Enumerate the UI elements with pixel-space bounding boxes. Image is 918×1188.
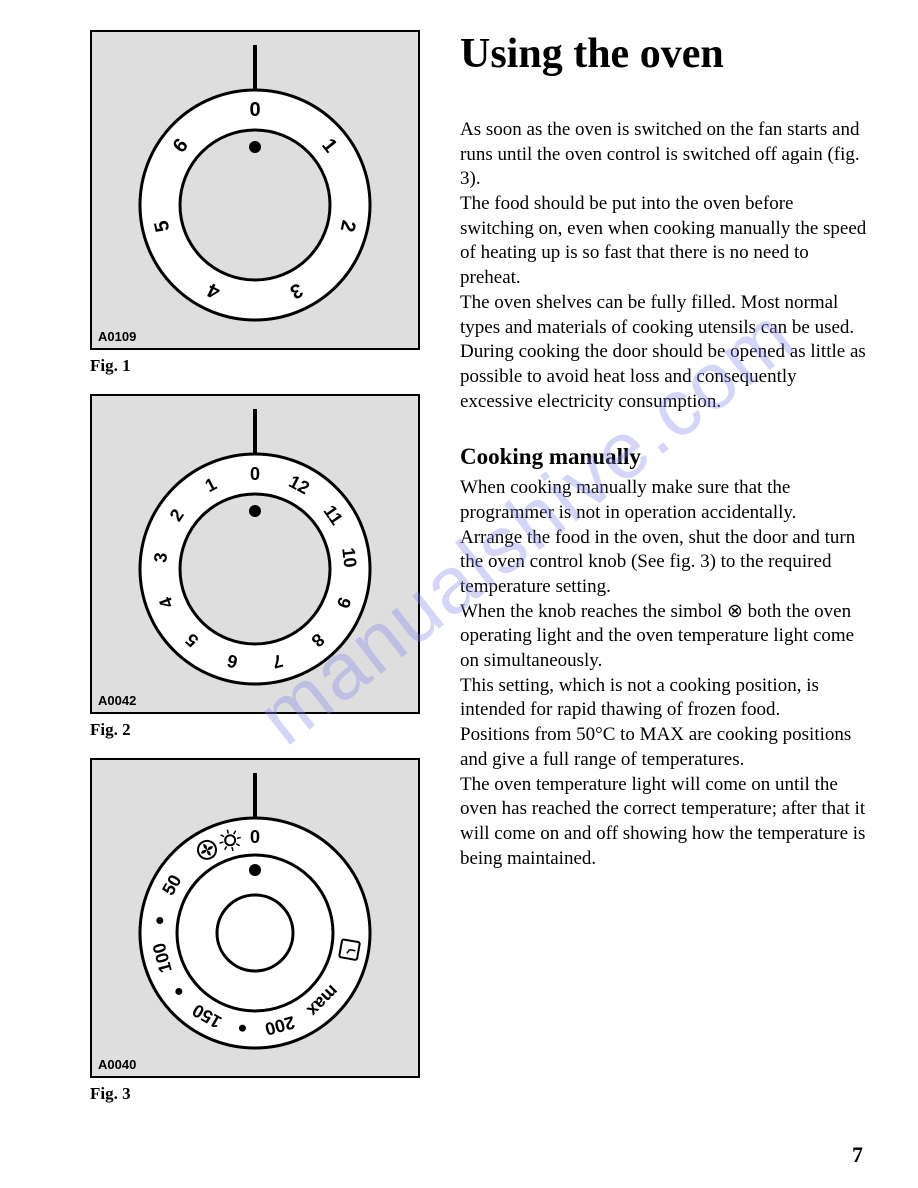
figure-1-code: A0109	[98, 329, 136, 344]
subtitle-cooking-manually: Cooking manually	[460, 444, 868, 470]
paragraph-3: The oven shelves can be fully filled. Mo…	[460, 291, 868, 340]
figure-1: 0123456 A0109 Fig. 1	[90, 30, 420, 376]
figure-3-label: Fig. 3	[90, 1084, 420, 1104]
svg-text:0: 0	[249, 99, 260, 121]
paragraph-10: The oven temperature light will come on …	[460, 773, 868, 872]
figure-2-label: Fig. 2	[90, 720, 420, 740]
paragraph-9: Positions from 50°C to MAX are cooking p…	[460, 723, 868, 772]
figure-1-label: Fig. 1	[90, 356, 420, 376]
paragraph-4: During cooking the door should be opened…	[460, 340, 868, 414]
svg-text:0: 0	[250, 464, 260, 484]
paragraph-6: Arrange the food in the oven, shut the d…	[460, 526, 868, 600]
figure-3: 050100150200max A0040 Fig. 3	[90, 758, 420, 1104]
figure-1-box: 0123456 A0109	[90, 30, 420, 350]
svg-text:10: 10	[338, 546, 360, 568]
p7a: When the knob reaches the simbol	[460, 601, 727, 622]
page-number: 7	[852, 1142, 863, 1168]
figure-2-box: 0121110987654321 A0042	[90, 394, 420, 714]
paragraph-8: This setting, which is not a cooking pos…	[460, 674, 868, 723]
dial-1-svg: 0123456	[125, 45, 385, 335]
figure-3-code: A0040	[98, 1057, 136, 1072]
page-layout: 0123456 A0109 Fig. 1 0121110987654321 A0…	[90, 30, 868, 1122]
fan-symbol-inline: ⊗	[727, 601, 743, 622]
paragraph-7: When the knob reaches the simbol ⊗ both …	[460, 600, 868, 674]
figure-3-box: 050100150200max A0040	[90, 758, 420, 1078]
figures-column: 0123456 A0109 Fig. 1 0121110987654321 A0…	[90, 30, 420, 1122]
paragraph-5: When cooking manually make sure that the…	[460, 476, 868, 525]
paragraph-2: The food should be put into the oven bef…	[460, 192, 868, 291]
text-column: Using the oven As soon as the oven is sw…	[460, 30, 868, 1122]
body-text: As soon as the oven is switched on the f…	[460, 118, 868, 871]
figure-2-code: A0042	[98, 693, 136, 708]
svg-text:0: 0	[250, 827, 260, 847]
dial-3-svg: 050100150200max	[125, 773, 385, 1063]
figure-2: 0121110987654321 A0042 Fig. 2	[90, 394, 420, 740]
page-title: Using the oven	[460, 30, 868, 78]
dial-2-svg: 0121110987654321	[125, 409, 385, 699]
paragraph-1: As soon as the oven is switched on the f…	[460, 118, 868, 192]
